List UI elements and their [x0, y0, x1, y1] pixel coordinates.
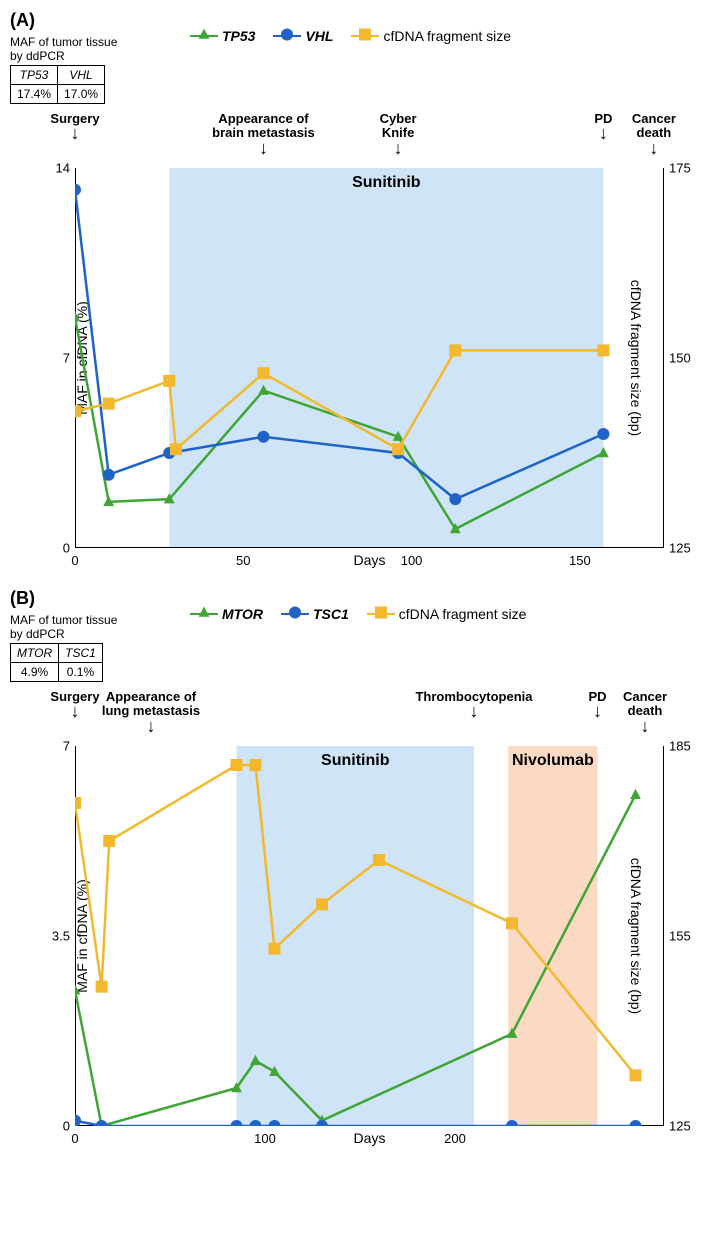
treatment-label: Sunitinib — [352, 174, 420, 192]
ytick-right: 155 — [669, 929, 691, 944]
ytick-right: 175 — [669, 161, 691, 176]
xtick: 150 — [569, 553, 591, 568]
legend-label: MTOR — [222, 606, 263, 622]
legend-item: cfDNA fragment size — [367, 606, 527, 622]
event-label: PD↓ — [588, 690, 606, 721]
treatment-label: Sunitinib — [321, 752, 389, 770]
panel-b-chart: MAF in cfDNA (%) cfDNA fragment size (bp… — [75, 746, 664, 1126]
xtick: 200 — [444, 1131, 466, 1146]
ytick-left: 3.5 — [52, 929, 70, 944]
event-label: Appearance ofbrain metastasis↓ — [212, 112, 315, 157]
panel-b-maf-table: MTOR TSC1 4.9% 0.1% — [10, 643, 103, 682]
treatment-label: Nivolumab — [512, 752, 594, 770]
legend-label: VHL — [305, 28, 333, 44]
maf-gene-1: VHL — [58, 66, 105, 85]
event-label: Cancerdeath↓ — [632, 112, 676, 157]
panel-b-events: Surgery↓Appearance oflung metastasis↓Thr… — [75, 690, 664, 746]
maf-val-0: 17.4% — [11, 85, 58, 104]
legend-item: TP53 — [190, 28, 255, 44]
legend-label: TSC1 — [313, 606, 349, 622]
panel-a-legend: TP53 VHL cfDNA fragment size — [190, 28, 511, 44]
panel-b: (B) MAF of tumor tissueby ddPCR MTOR TSC… — [10, 588, 709, 1146]
xtick: 0 — [71, 553, 78, 568]
ytick-right: 125 — [669, 541, 691, 556]
legend-item: VHL — [273, 28, 333, 44]
event-label: CyberKnife↓ — [380, 112, 417, 157]
event-label: Appearance oflung metastasis↓ — [102, 690, 200, 735]
ytick-left: 7 — [63, 351, 70, 366]
event-label: PD↓ — [594, 112, 612, 143]
xtick: 0 — [71, 1131, 78, 1146]
xtick: 100 — [254, 1131, 276, 1146]
event-label: Surgery↓ — [50, 690, 99, 721]
xtick: 50 — [236, 553, 250, 568]
ytick-right: 185 — [669, 739, 691, 754]
chart-svg — [75, 168, 664, 548]
ytick-left: 7 — [63, 739, 70, 754]
maf-val-b0: 4.9% — [11, 663, 59, 682]
ytick-left: 14 — [56, 161, 70, 176]
maf-val-b1: 0.1% — [59, 663, 103, 682]
maf-gene-b1: TSC1 — [59, 644, 103, 663]
legend-label: cfDNA fragment size — [383, 28, 511, 44]
ytick-left: 0 — [63, 1119, 70, 1134]
legend-item: cfDNA fragment size — [351, 28, 511, 44]
maf-gene-0: TP53 — [11, 66, 58, 85]
maf-val-1: 17.0% — [58, 85, 105, 104]
legend-item: TSC1 — [281, 606, 349, 622]
legend-label: cfDNA fragment size — [399, 606, 527, 622]
xlabel-b: Days — [75, 1130, 664, 1146]
ytick-left: 0 — [63, 541, 70, 556]
event-label: Surgery↓ — [50, 112, 99, 143]
legend-item: MTOR — [190, 606, 263, 622]
panel-a-events: Surgery↓Appearance ofbrain metastasis↓Cy… — [75, 112, 664, 168]
maf-gene-b0: MTOR — [11, 644, 59, 663]
panel-a-maf-table: TP53 VHL 17.4% 17.0% — [10, 65, 105, 104]
panel-a-chart: MAF in cfDNA (%) cfDNA fragment size (bp… — [75, 168, 664, 548]
panel-b-legend: MTOR TSC1 cfDNA fragment size — [190, 606, 526, 622]
ytick-right: 125 — [669, 1119, 691, 1134]
legend-label: TP53 — [222, 28, 255, 44]
event-label: Thrombocytopenia↓ — [415, 690, 532, 721]
ytick-right: 150 — [669, 351, 691, 366]
xtick: 100 — [401, 553, 423, 568]
event-label: Cancerdeath↓ — [623, 690, 667, 735]
chart-svg — [75, 746, 664, 1126]
panel-a: (A) MAF of tumor tissueby ddPCR TP53 VHL… — [10, 10, 709, 568]
